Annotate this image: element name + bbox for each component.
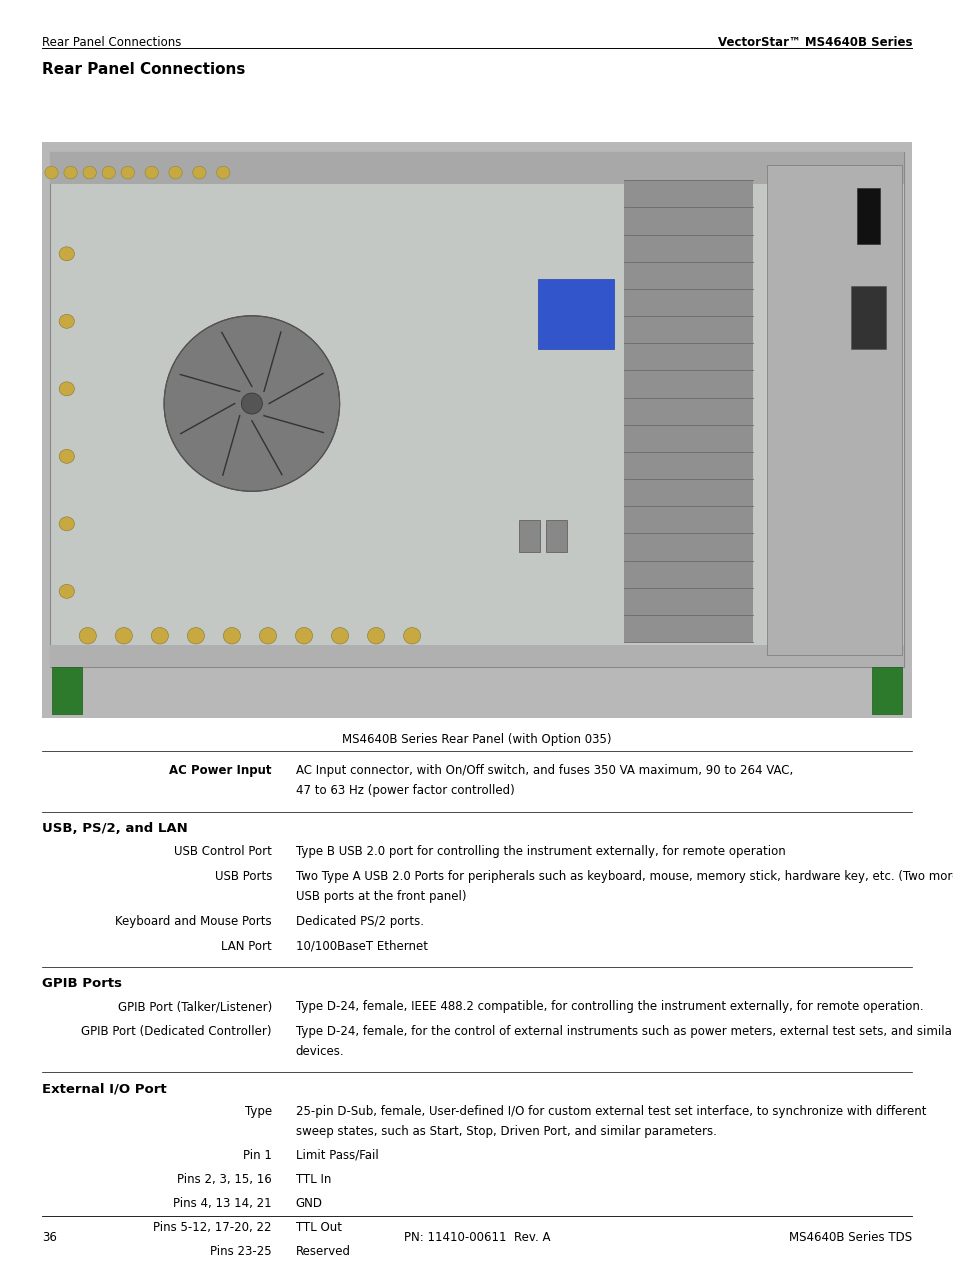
Bar xyxy=(518,520,539,552)
Text: AC Power Input: AC Power Input xyxy=(170,764,272,777)
Text: USB Ports: USB Ports xyxy=(214,871,272,883)
Ellipse shape xyxy=(83,166,96,179)
Bar xyxy=(42,142,911,718)
Text: GND: GND xyxy=(295,1197,322,1211)
Text: External I/O Port: External I/O Port xyxy=(42,1082,167,1095)
Text: Type B USB 2.0 port for controlling the instrument externally, for remote operat: Type B USB 2.0 port for controlling the … xyxy=(295,845,784,858)
Ellipse shape xyxy=(152,627,169,645)
Ellipse shape xyxy=(169,166,182,179)
Ellipse shape xyxy=(259,627,276,645)
Text: Type D-24, female, IEEE 488.2 compatible, for controlling the instrument externa: Type D-24, female, IEEE 488.2 compatible… xyxy=(295,1000,923,1013)
Bar xyxy=(856,188,879,244)
Text: MS4640B Series TDS: MS4640B Series TDS xyxy=(788,1231,911,1244)
Ellipse shape xyxy=(187,627,204,645)
Text: GPIB Port (Talker/Listener): GPIB Port (Talker/Listener) xyxy=(117,1000,272,1013)
Text: sweep states, such as Start, Stop, Driven Port, and similar parameters.: sweep states, such as Start, Stop, Drive… xyxy=(295,1124,716,1138)
Text: USB ports at the front panel): USB ports at the front panel) xyxy=(295,890,466,902)
Text: Pins 23-25: Pins 23-25 xyxy=(210,1245,272,1259)
Ellipse shape xyxy=(64,166,77,179)
Ellipse shape xyxy=(45,166,58,179)
Text: Rear Panel Connections: Rear Panel Connections xyxy=(42,62,245,77)
Ellipse shape xyxy=(331,627,348,645)
Ellipse shape xyxy=(59,382,74,396)
Bar xyxy=(51,667,82,714)
Text: Pins 4, 13 14, 21: Pins 4, 13 14, 21 xyxy=(173,1197,272,1211)
Text: devices.: devices. xyxy=(295,1044,344,1057)
Ellipse shape xyxy=(79,627,96,645)
Text: VectorStar™ MS4640B Series: VectorStar™ MS4640B Series xyxy=(717,36,911,48)
Ellipse shape xyxy=(59,246,74,260)
Ellipse shape xyxy=(403,627,420,645)
Text: USB, PS/2, and LAN: USB, PS/2, and LAN xyxy=(42,822,188,835)
Ellipse shape xyxy=(295,627,313,645)
Text: Type D-24, female, for the control of external instruments such as power meters,: Type D-24, female, for the control of ex… xyxy=(295,1025,953,1038)
Bar xyxy=(50,152,903,184)
Text: 36: 36 xyxy=(42,1231,57,1244)
Ellipse shape xyxy=(164,316,339,491)
Bar xyxy=(537,279,614,349)
Text: Two Type A USB 2.0 Ports for peripherals such as keyboard, mouse, memory stick, : Two Type A USB 2.0 Ports for peripherals… xyxy=(295,871,953,883)
Text: AC Input connector, with On/Off switch, and fuses 350 VA maximum, 90 to 264 VAC,: AC Input connector, with On/Off switch, … xyxy=(295,764,792,777)
Ellipse shape xyxy=(223,627,240,645)
Text: Dedicated PS/2 ports.: Dedicated PS/2 ports. xyxy=(295,915,423,928)
Ellipse shape xyxy=(59,449,74,463)
Ellipse shape xyxy=(59,315,74,329)
Ellipse shape xyxy=(145,166,158,179)
Ellipse shape xyxy=(59,516,74,530)
Ellipse shape xyxy=(121,166,134,179)
Text: Rear Panel Connections: Rear Panel Connections xyxy=(42,36,181,48)
Bar xyxy=(850,286,884,349)
Text: TTL Out: TTL Out xyxy=(295,1221,341,1235)
Bar xyxy=(623,180,752,642)
Text: 10/100BaseT Ethernet: 10/100BaseT Ethernet xyxy=(295,939,427,953)
Text: GPIB Ports: GPIB Ports xyxy=(42,977,122,990)
Bar xyxy=(50,152,903,667)
Text: PN: 11410-00611  Rev. A: PN: 11410-00611 Rev. A xyxy=(403,1231,550,1244)
Ellipse shape xyxy=(115,627,132,645)
Ellipse shape xyxy=(193,166,206,179)
Ellipse shape xyxy=(241,393,262,414)
Text: LAN Port: LAN Port xyxy=(221,939,272,953)
Ellipse shape xyxy=(367,627,384,645)
Text: USB Control Port: USB Control Port xyxy=(173,845,272,858)
Bar xyxy=(50,645,903,667)
Bar xyxy=(766,165,902,655)
Text: Type: Type xyxy=(245,1105,272,1118)
Text: 25-pin D-Sub, female, User-defined I/O for custom external test set interface, t: 25-pin D-Sub, female, User-defined I/O f… xyxy=(295,1105,925,1118)
Bar xyxy=(545,520,566,552)
Text: Reserved: Reserved xyxy=(295,1245,351,1259)
Bar xyxy=(871,667,902,714)
Text: Limit Pass/Fail: Limit Pass/Fail xyxy=(295,1148,378,1162)
Text: Keyboard and Mouse Ports: Keyboard and Mouse Ports xyxy=(115,915,272,928)
Ellipse shape xyxy=(59,584,74,598)
Text: 47 to 63 Hz (power factor controlled): 47 to 63 Hz (power factor controlled) xyxy=(295,784,514,797)
Ellipse shape xyxy=(216,166,230,179)
Text: TTL In: TTL In xyxy=(295,1173,331,1187)
Text: MS4640B Series Rear Panel (with Option 035): MS4640B Series Rear Panel (with Option 0… xyxy=(342,733,611,746)
Text: GPIB Port (Dedicated Controller): GPIB Port (Dedicated Controller) xyxy=(81,1025,272,1038)
Text: Pins 2, 3, 15, 16: Pins 2, 3, 15, 16 xyxy=(177,1173,272,1187)
Text: Pins 5-12, 17-20, 22: Pins 5-12, 17-20, 22 xyxy=(153,1221,272,1235)
Ellipse shape xyxy=(102,166,115,179)
Text: Pin 1: Pin 1 xyxy=(243,1148,272,1162)
